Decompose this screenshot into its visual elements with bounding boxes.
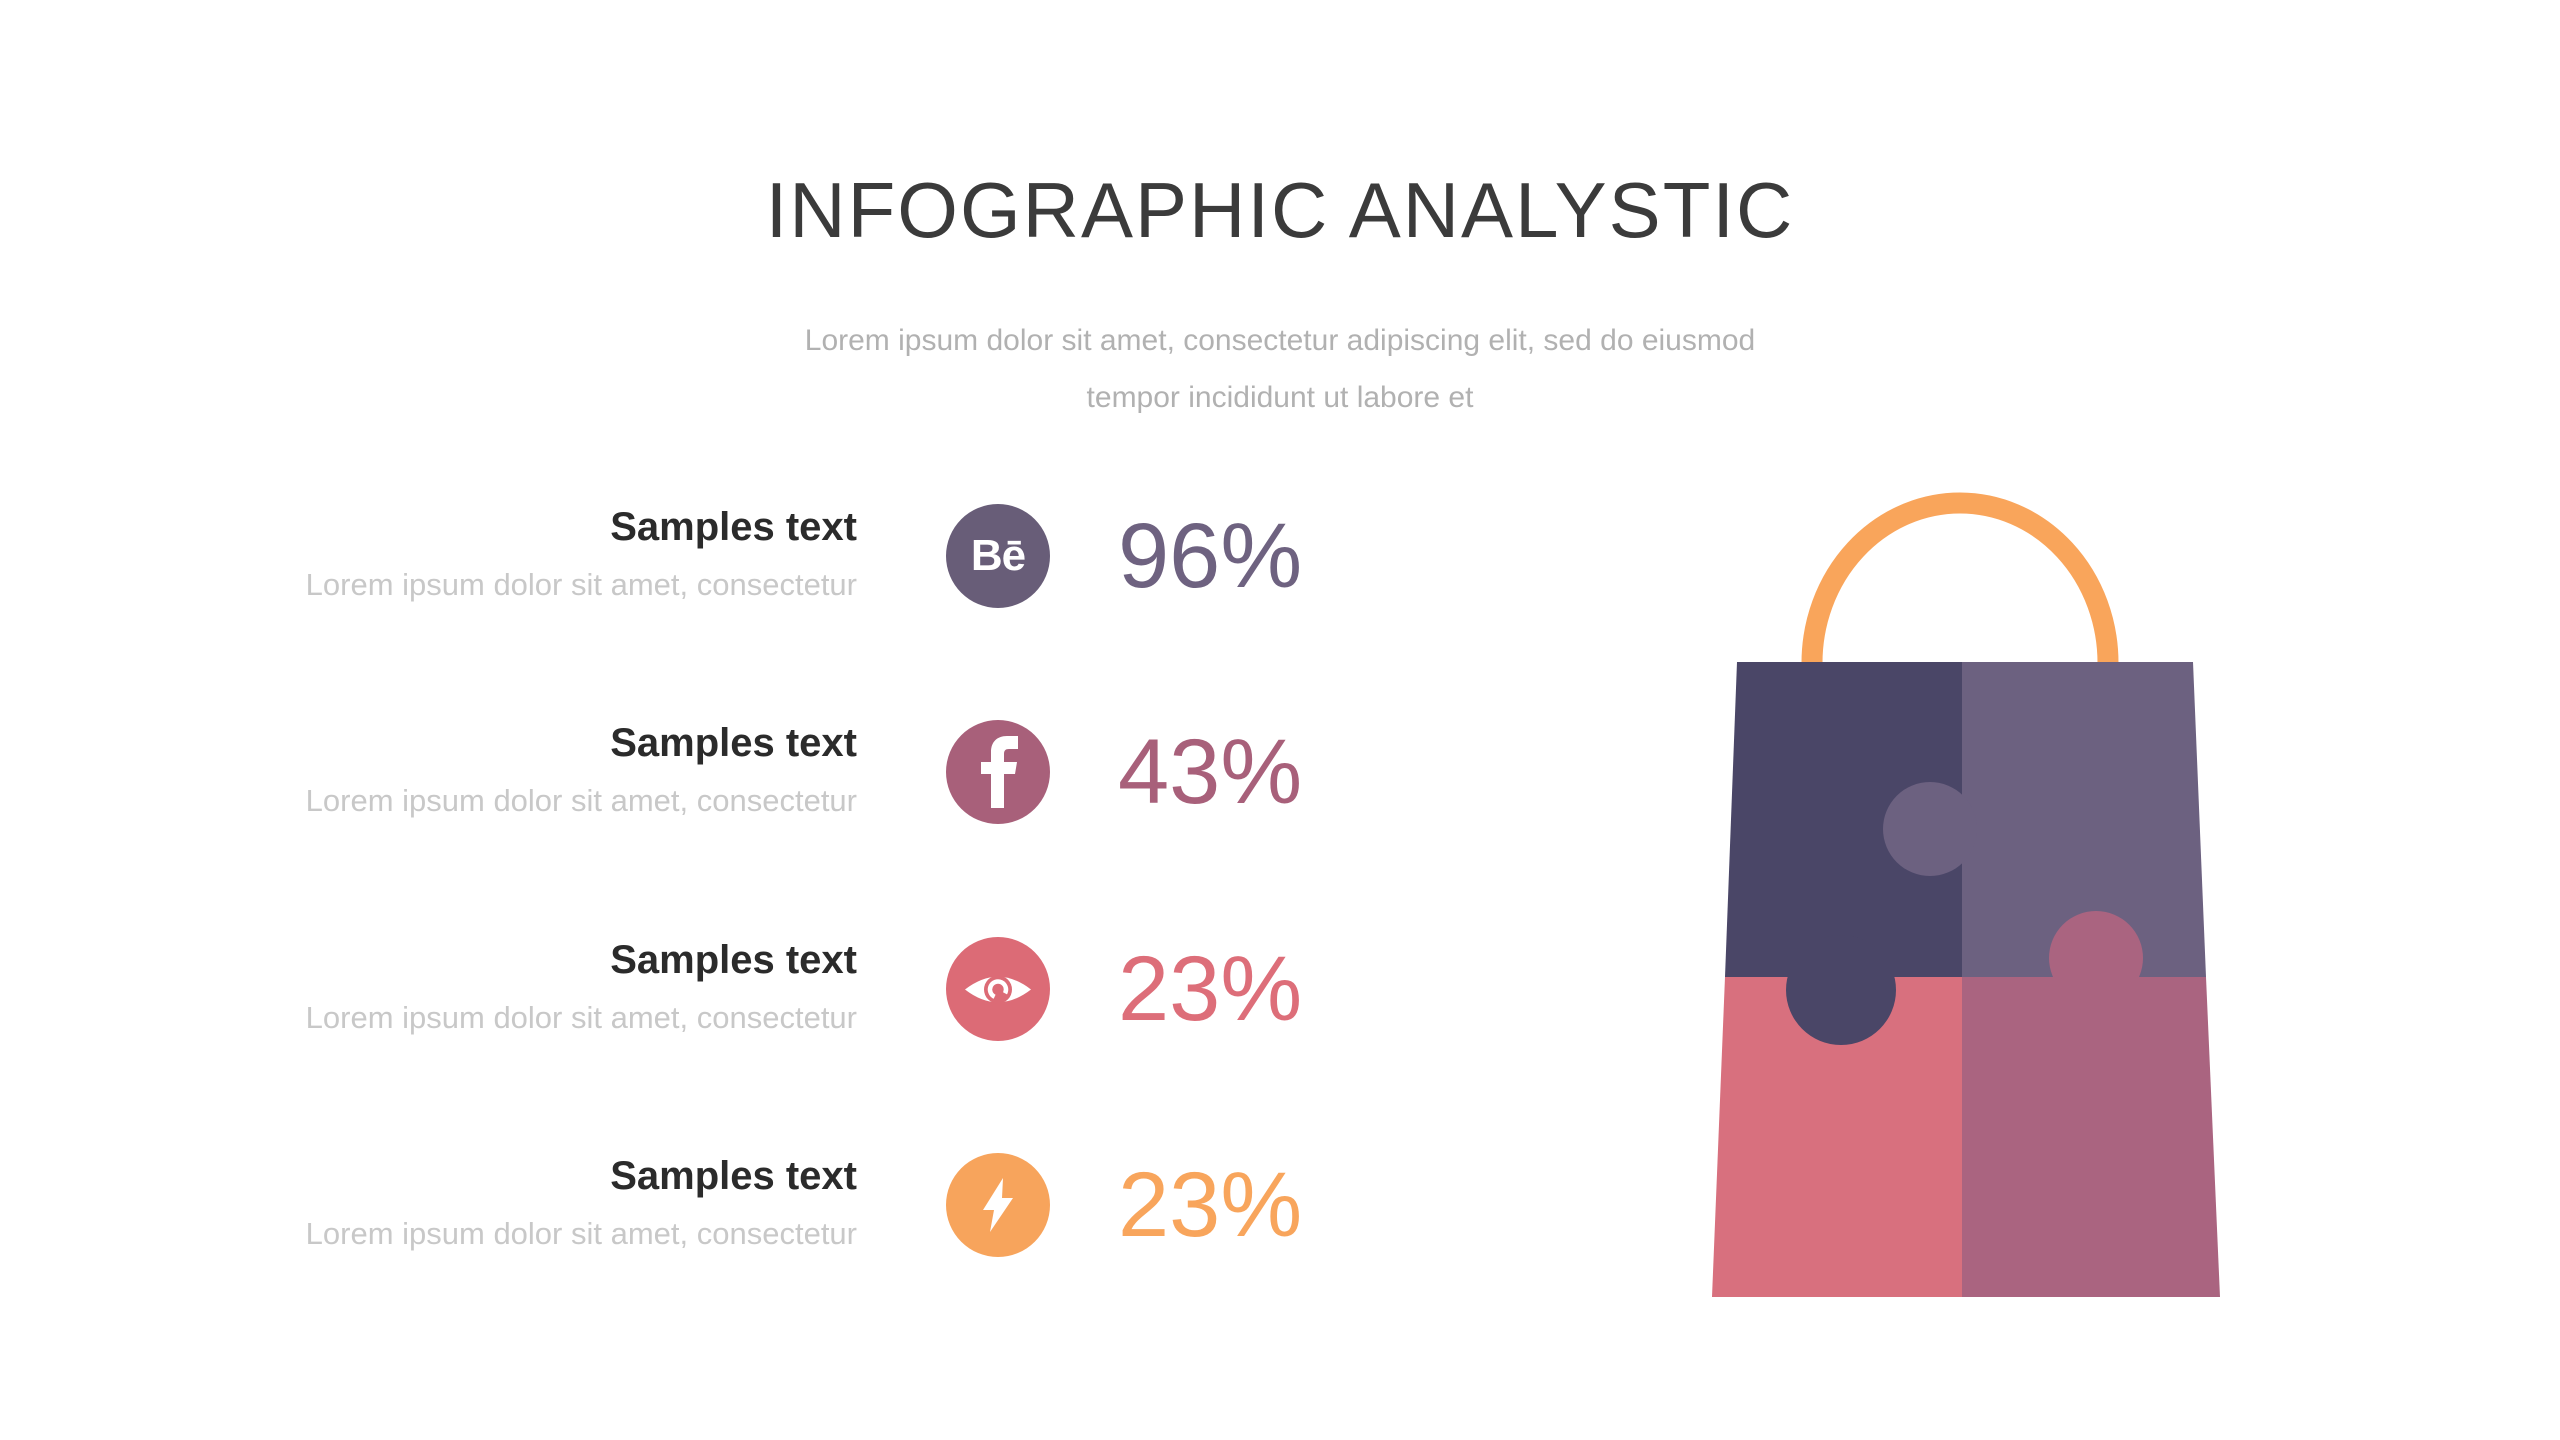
bag-piece-top-right (1962, 662, 2206, 977)
row-value: 43% (1118, 721, 1303, 823)
row-value: 23% (1118, 1154, 1303, 1256)
icon-circle (946, 937, 1050, 1041)
bag-knob-top-right-piece (1883, 782, 1977, 876)
row-description: Lorem ipsum dolor sit amet, consectetur (305, 1216, 857, 1251)
subtitle-line-1: Lorem ipsum dolor sit amet, consectetur … (804, 324, 1756, 357)
subtitle: Lorem ipsum dolor sit amet, consectetur … (0, 312, 2560, 426)
bag-knob-top-left-piece (1786, 935, 1896, 1045)
row-value: 23% (1118, 938, 1303, 1040)
row-description: Lorem ipsum dolor sit amet, consectetur (305, 783, 857, 818)
stat-row-text: Samples text Lorem ipsum dolor sit amet,… (97, 1155, 857, 1251)
bag-handle (1801, 492, 2119, 664)
puzzle-shopping-bag-illustration (1712, 492, 2220, 1297)
row-heading: Samples text (610, 938, 857, 982)
facebook-icon (981, 736, 1018, 808)
row-description: Lorem ipsum dolor sit amet, consectetur (305, 567, 857, 602)
row-description: Lorem ipsum dolor sit amet, consectetur (305, 1000, 857, 1035)
row-value: 96% (1118, 505, 1303, 607)
stat-row-text: Samples text Lorem ipsum dolor sit amet,… (97, 939, 857, 1035)
icon-circle (946, 1153, 1050, 1257)
bag-piece-top-left (1725, 662, 1962, 977)
row-heading: Samples text (610, 505, 857, 549)
bag-piece-bottom-right (1962, 977, 2220, 1297)
icon-circle: Bē (946, 504, 1050, 608)
stat-row-text: Samples text Lorem ipsum dolor sit amet,… (97, 506, 857, 602)
subtitle-line-2: tempor incididunt ut labore et (1086, 381, 1474, 414)
lightning-bolt-icon (983, 1178, 1013, 1232)
eye-icon (965, 975, 1031, 1004)
row-heading: Samples text (610, 721, 857, 765)
behance-icon: Bē (970, 531, 1026, 580)
row-heading: Samples text (610, 1154, 857, 1198)
stat-row-text: Samples text Lorem ipsum dolor sit amet,… (97, 722, 857, 818)
bag-knob-bottom-right-piece (2049, 911, 2143, 1005)
page-title: INFOGRAPHIC ANALYSTIC (765, 166, 1795, 254)
bag-piece-bottom-left (1712, 977, 1962, 1297)
icon-circle (946, 720, 1050, 824)
